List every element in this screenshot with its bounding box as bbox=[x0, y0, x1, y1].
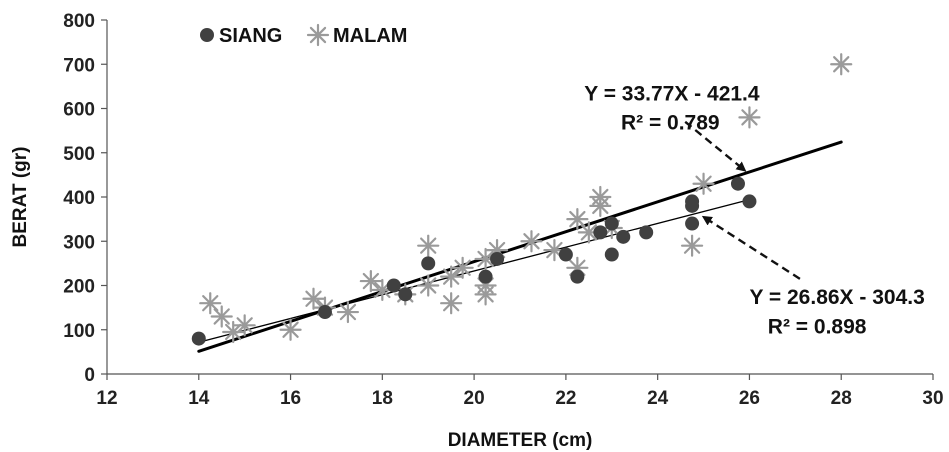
x-tick-label: 14 bbox=[188, 388, 210, 409]
data-point-siang bbox=[421, 256, 436, 271]
data-point-malam bbox=[440, 292, 463, 315]
data-point-malam bbox=[474, 247, 497, 271]
data-point-malam bbox=[451, 256, 474, 279]
y-tick-label: 100 bbox=[63, 321, 95, 342]
x-tick-label: 16 bbox=[280, 388, 301, 409]
data-point-malam bbox=[233, 314, 256, 337]
x-tick-label: 28 bbox=[831, 388, 852, 409]
trendline-malam bbox=[197, 140, 843, 353]
data-point-malam bbox=[680, 234, 704, 257]
y-tick-label: 600 bbox=[63, 100, 95, 121]
regression-equation-1: Y = 33.77X - 421.4 bbox=[584, 83, 760, 106]
data-point-malam bbox=[222, 320, 245, 344]
data-point-siang bbox=[398, 287, 413, 302]
x-tick-label: 26 bbox=[739, 388, 760, 409]
legend-marker-siang bbox=[200, 28, 214, 42]
data-point-malam bbox=[577, 221, 600, 244]
legend-marker-malam bbox=[306, 23, 330, 47]
y-tick-label: 200 bbox=[63, 277, 95, 298]
data-point-siang bbox=[490, 251, 505, 266]
data-point-malam bbox=[279, 318, 302, 341]
data-point-siang bbox=[604, 247, 619, 262]
data-point-siang bbox=[639, 225, 654, 240]
x-tick-label: 30 bbox=[922, 388, 943, 409]
r-squared-label-1: R² = 0.789 bbox=[621, 111, 720, 134]
x-tick-label: 18 bbox=[372, 388, 393, 409]
data-point-malam bbox=[566, 208, 589, 231]
data-point-malam bbox=[417, 234, 440, 257]
data-points bbox=[191, 53, 853, 346]
data-point-malam bbox=[520, 230, 543, 253]
r-squared-label-2: R² = 0.898 bbox=[768, 315, 867, 338]
data-point-malam bbox=[199, 292, 222, 315]
y-tick-label: 800 bbox=[63, 11, 95, 32]
y-tick-label: 0 bbox=[84, 365, 95, 386]
legend-label-siang: SIANG bbox=[219, 25, 282, 47]
y-tick-label: 700 bbox=[63, 55, 95, 76]
axes: 0 100 200 300 400 500 600 700 800 12 14 16 18 20 22 24 2… bbox=[10, 11, 944, 451]
y-tick-label: 300 bbox=[63, 232, 95, 253]
y-axis-title: BERAT (gr) bbox=[10, 147, 31, 248]
trendline-siang bbox=[198, 198, 751, 343]
data-point-siang bbox=[593, 225, 608, 240]
data-point-siang bbox=[386, 278, 401, 293]
data-point-malam bbox=[302, 287, 325, 310]
data-point-siang bbox=[685, 194, 700, 209]
data-point-siang bbox=[191, 331, 206, 346]
data-point-siang bbox=[478, 269, 493, 284]
legend: SIANG MALAM bbox=[200, 23, 407, 47]
data-point-malam bbox=[359, 269, 382, 293]
data-point-malam bbox=[440, 265, 463, 288]
x-tick-label: 12 bbox=[96, 388, 117, 409]
annotations: Y = 33.77X - 421.4 R² = 0.789 Y = 26.86X -… bbox=[584, 83, 925, 339]
y-tick-label: 500 bbox=[63, 144, 95, 165]
data-point-siang bbox=[742, 194, 757, 209]
data-point-siang bbox=[604, 216, 619, 231]
data-point-malam bbox=[738, 106, 761, 129]
x-axis-title: DIAMETER (cm) bbox=[448, 430, 593, 451]
data-point-malam bbox=[830, 53, 853, 76]
data-point-malam bbox=[210, 305, 233, 328]
data-point-siang bbox=[570, 269, 585, 284]
annotation-arrow-2 bbox=[701, 215, 801, 280]
trendlines bbox=[197, 140, 843, 353]
data-point-siang bbox=[616, 229, 631, 244]
data-point-malam bbox=[417, 274, 440, 297]
data-point-malam bbox=[336, 300, 360, 324]
regression-equation-2: Y = 26.86X - 304.3 bbox=[749, 286, 924, 309]
data-point-malam bbox=[589, 185, 612, 209]
data-point-siang bbox=[730, 176, 745, 191]
legend-label-malam: MALAM bbox=[333, 25, 407, 47]
data-point-siang bbox=[685, 216, 700, 231]
data-point-siang bbox=[558, 247, 573, 262]
data-point-siang bbox=[317, 305, 332, 320]
x-tick-label: 22 bbox=[555, 388, 576, 409]
x-tick-label: 24 bbox=[647, 388, 669, 409]
x-tick-label: 20 bbox=[464, 388, 485, 409]
y-tick-label: 400 bbox=[63, 188, 95, 209]
data-point-malam bbox=[692, 172, 715, 195]
